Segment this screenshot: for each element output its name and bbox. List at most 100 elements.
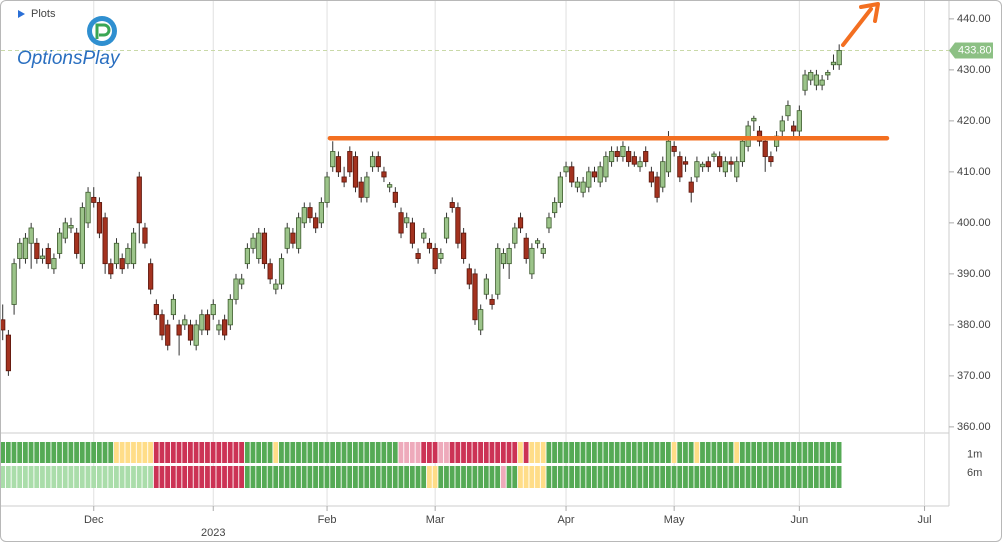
candle-body xyxy=(495,247,501,295)
heat-cell xyxy=(688,442,694,463)
candle-body xyxy=(654,176,660,198)
heat-cell xyxy=(745,466,751,488)
candle-body xyxy=(472,273,478,321)
heat-cell xyxy=(813,442,819,463)
heat-cell xyxy=(353,466,358,488)
heat-cell xyxy=(364,466,370,488)
candle-body xyxy=(637,161,643,168)
candle-body xyxy=(96,202,103,234)
heat-cell xyxy=(45,466,51,488)
toggle-icon[interactable] xyxy=(18,10,25,18)
y-tick-label: 410.00 xyxy=(957,166,991,178)
heat-cell xyxy=(785,466,791,488)
candle-body xyxy=(762,140,768,157)
heat-cell xyxy=(290,442,296,463)
y-tick-label: 400.00 xyxy=(957,217,991,229)
heat-cell xyxy=(136,442,142,463)
heat-cell xyxy=(176,442,182,463)
heat-cell xyxy=(796,466,802,488)
heat-cell xyxy=(717,466,722,488)
heat-cell xyxy=(250,442,256,463)
heat-cell xyxy=(665,466,671,488)
heat-cell xyxy=(364,442,370,463)
heat-cell xyxy=(176,466,182,488)
heat-cell xyxy=(591,442,597,463)
heat-cell xyxy=(404,466,410,488)
candle-body xyxy=(739,140,746,163)
candle-body xyxy=(552,202,558,214)
heat-cell xyxy=(318,442,324,463)
heat-cell xyxy=(444,442,449,463)
heat-cell xyxy=(187,466,193,488)
heat-cell xyxy=(426,442,432,463)
candle-body xyxy=(608,151,615,163)
heat-cell xyxy=(301,466,307,488)
heat-cell xyxy=(563,466,569,488)
heat-cell xyxy=(102,442,108,463)
heat-cell xyxy=(5,442,11,463)
heat-cell xyxy=(597,442,603,463)
heat-cell xyxy=(472,466,478,488)
heat-cell xyxy=(546,466,552,488)
heat-cell xyxy=(244,442,250,463)
heat-cell xyxy=(96,442,102,463)
heat-cell xyxy=(694,442,700,463)
heat-cell xyxy=(74,442,79,463)
heat-cell xyxy=(51,466,57,488)
heat-cell xyxy=(301,442,307,463)
heat-cell xyxy=(540,442,546,463)
heat-cell xyxy=(700,442,705,463)
heat-row-label: 1m xyxy=(967,448,982,460)
heat-cell xyxy=(1,466,6,488)
heat-cell xyxy=(324,442,330,463)
heat-cell xyxy=(153,466,159,488)
x-tick-label: Jul xyxy=(918,514,932,526)
candle-body xyxy=(341,176,347,183)
heat-cell xyxy=(205,442,210,463)
plots-toggle[interactable]: Plots xyxy=(18,8,56,20)
candle-body xyxy=(563,166,569,173)
last-price-badge xyxy=(949,42,993,59)
candle-body xyxy=(569,166,575,183)
heat-cell xyxy=(193,442,199,463)
heat-cell xyxy=(313,466,318,488)
heat-cell xyxy=(256,442,262,463)
heat-cell xyxy=(307,466,313,488)
heat-cell xyxy=(5,466,11,488)
heat-cell xyxy=(580,442,586,463)
heat-cell xyxy=(28,442,34,463)
candle-body xyxy=(631,156,637,165)
candle-body xyxy=(347,151,353,173)
heat-cell xyxy=(461,442,466,463)
heat-cell xyxy=(131,442,136,463)
heat-cell xyxy=(762,466,768,488)
heat-cell xyxy=(125,466,131,488)
heat-cell xyxy=(495,442,501,463)
heat-cell xyxy=(51,442,57,463)
heat-cell xyxy=(552,442,557,463)
heat-cell xyxy=(757,442,762,463)
heat-cell xyxy=(540,466,546,488)
plots-label[interactable]: Plots xyxy=(31,8,56,20)
candle-body xyxy=(489,298,495,305)
candle-body xyxy=(45,247,51,265)
candle-body xyxy=(517,217,524,229)
heat-cell xyxy=(722,466,728,488)
candle-body xyxy=(182,319,188,326)
heat-cell xyxy=(626,466,631,488)
candle-body xyxy=(449,202,455,208)
candle-body xyxy=(426,242,433,249)
heat-cell xyxy=(404,442,410,463)
x-tick-label: Jun xyxy=(790,514,808,526)
heat-cell xyxy=(62,466,68,488)
heat-cell xyxy=(102,466,108,488)
heat-cell xyxy=(677,442,683,463)
heat-cell xyxy=(535,442,540,463)
heat-cell xyxy=(330,466,336,488)
heat-cell xyxy=(11,442,17,463)
heat-cell xyxy=(370,466,375,488)
candle-body xyxy=(534,240,541,244)
heat-cell xyxy=(142,466,148,488)
heat-cell xyxy=(85,466,91,488)
